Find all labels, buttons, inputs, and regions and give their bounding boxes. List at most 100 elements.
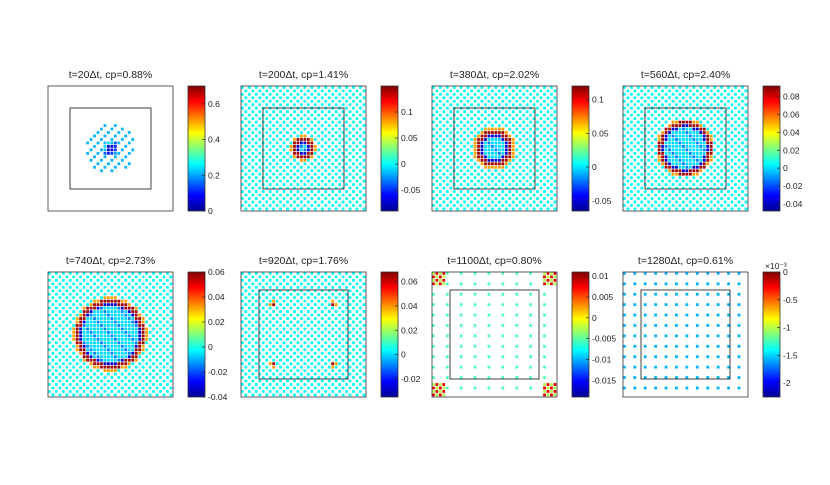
heatmap-cell (296, 162, 300, 166)
heatmap-cell (331, 169, 335, 173)
heatmap-cell (636, 148, 640, 152)
heatmap-cell (155, 372, 159, 376)
heatmap-cell (131, 313, 135, 317)
heatmap-cell (120, 341, 124, 345)
heatmap-cell (713, 155, 717, 159)
heatmap-cell (497, 172, 501, 176)
heatmap-cell (162, 351, 166, 355)
heatmap-cell (484, 89, 487, 93)
heatmap-cell (473, 365, 477, 369)
heatmap-cell (553, 131, 557, 134)
heatmap-cell (744, 165, 748, 169)
heatmap-cell (120, 299, 124, 303)
heatmap-cell (103, 351, 107, 355)
heatmap-cell (685, 172, 689, 176)
heatmap-cell (293, 331, 296, 334)
heatmap-cell (75, 327, 79, 331)
heatmap-cell (141, 296, 145, 300)
heatmap-cell (310, 369, 314, 372)
heatmap-cell (654, 110, 658, 114)
heatmap-cell (334, 365, 338, 369)
heatmap-cell (117, 313, 121, 317)
heatmap-cell (110, 317, 114, 320)
heatmap-cell (546, 393, 550, 397)
heatmap-cell (629, 141, 633, 145)
heatmap-cell (355, 358, 359, 362)
heatmap-cell (303, 272, 307, 275)
heatmap-cell (247, 306, 251, 310)
heatmap-cell (553, 165, 557, 169)
heatmap-cell (82, 362, 86, 366)
heatmap-cell (93, 303, 96, 307)
heatmap-cell (275, 134, 279, 138)
heatmap-cell (487, 162, 491, 166)
heatmap-cell (141, 337, 145, 341)
heatmap-cell (58, 317, 62, 320)
heatmap-cell (629, 113, 633, 117)
heatmap-cell (334, 89, 338, 93)
heatmap-cell (438, 282, 442, 286)
heatmap-cell (138, 272, 142, 275)
heatmap-cell (141, 341, 145, 345)
heatmap-cell (113, 334, 117, 338)
heatmap-cell (110, 169, 114, 173)
heatmap-cell (93, 351, 96, 355)
heatmap-cell (720, 148, 723, 152)
heatmap-cell (275, 313, 279, 317)
heatmap-cell (727, 292, 730, 296)
domain-inner-boundary (449, 289, 540, 380)
heatmap-cell (134, 317, 138, 320)
heatmap-cell (127, 151, 131, 155)
heatmap-cell (93, 362, 96, 366)
heatmap-cell (633, 355, 637, 359)
heatmap-cell (553, 151, 557, 155)
heatmap-cell (525, 145, 529, 148)
heatmap-cell (442, 275, 446, 279)
heatmap-cell (664, 141, 668, 145)
heatmap-cell (338, 120, 341, 124)
heatmap-cell (306, 275, 310, 279)
heatmap-cell (54, 299, 58, 303)
heatmap-cell (692, 124, 696, 127)
heatmap-cell (162, 331, 166, 334)
heatmap-cell (487, 148, 491, 152)
heatmap-cell (317, 183, 321, 186)
heatmap-cell (155, 275, 159, 279)
heatmap-cell (268, 204, 272, 207)
heatmap-cell (692, 134, 696, 138)
heatmap-cell (110, 138, 114, 141)
heatmap-cell (480, 158, 484, 162)
heatmap-cell (359, 92, 362, 96)
heatmap-cell (654, 193, 658, 197)
heatmap-cell (484, 148, 487, 152)
heatmap-cell (706, 355, 710, 359)
heatmap-cell (550, 155, 553, 159)
heatmap-cell (727, 204, 730, 207)
heatmap-cell (265, 310, 269, 313)
heatmap-cell (68, 383, 72, 386)
heatmap-cell (320, 158, 324, 162)
heatmap-cell (546, 275, 550, 279)
heatmap-cell (623, 365, 626, 369)
heatmap-cell (706, 145, 710, 148)
heatmap-cell (341, 282, 345, 286)
heatmap-cell (633, 200, 637, 204)
heatmap-cell (463, 131, 467, 134)
heatmap-cell (682, 127, 685, 131)
heatmap-cell (553, 117, 557, 121)
heatmap-cell (86, 334, 89, 338)
heatmap-cell (716, 89, 720, 93)
heatmap-cell (134, 337, 138, 341)
heatmap-cell (145, 272, 148, 275)
heatmap-cell (286, 158, 289, 162)
heatmap-cell (487, 183, 491, 186)
heatmap-cell (494, 165, 498, 169)
heatmap-cell (268, 113, 272, 117)
heatmap-cell (508, 151, 512, 155)
heatmap-cell (355, 344, 359, 348)
heatmap-cell (678, 176, 682, 180)
heatmap-cell (103, 165, 107, 169)
heatmap-cell (623, 169, 626, 173)
heatmap-cell (100, 334, 103, 338)
